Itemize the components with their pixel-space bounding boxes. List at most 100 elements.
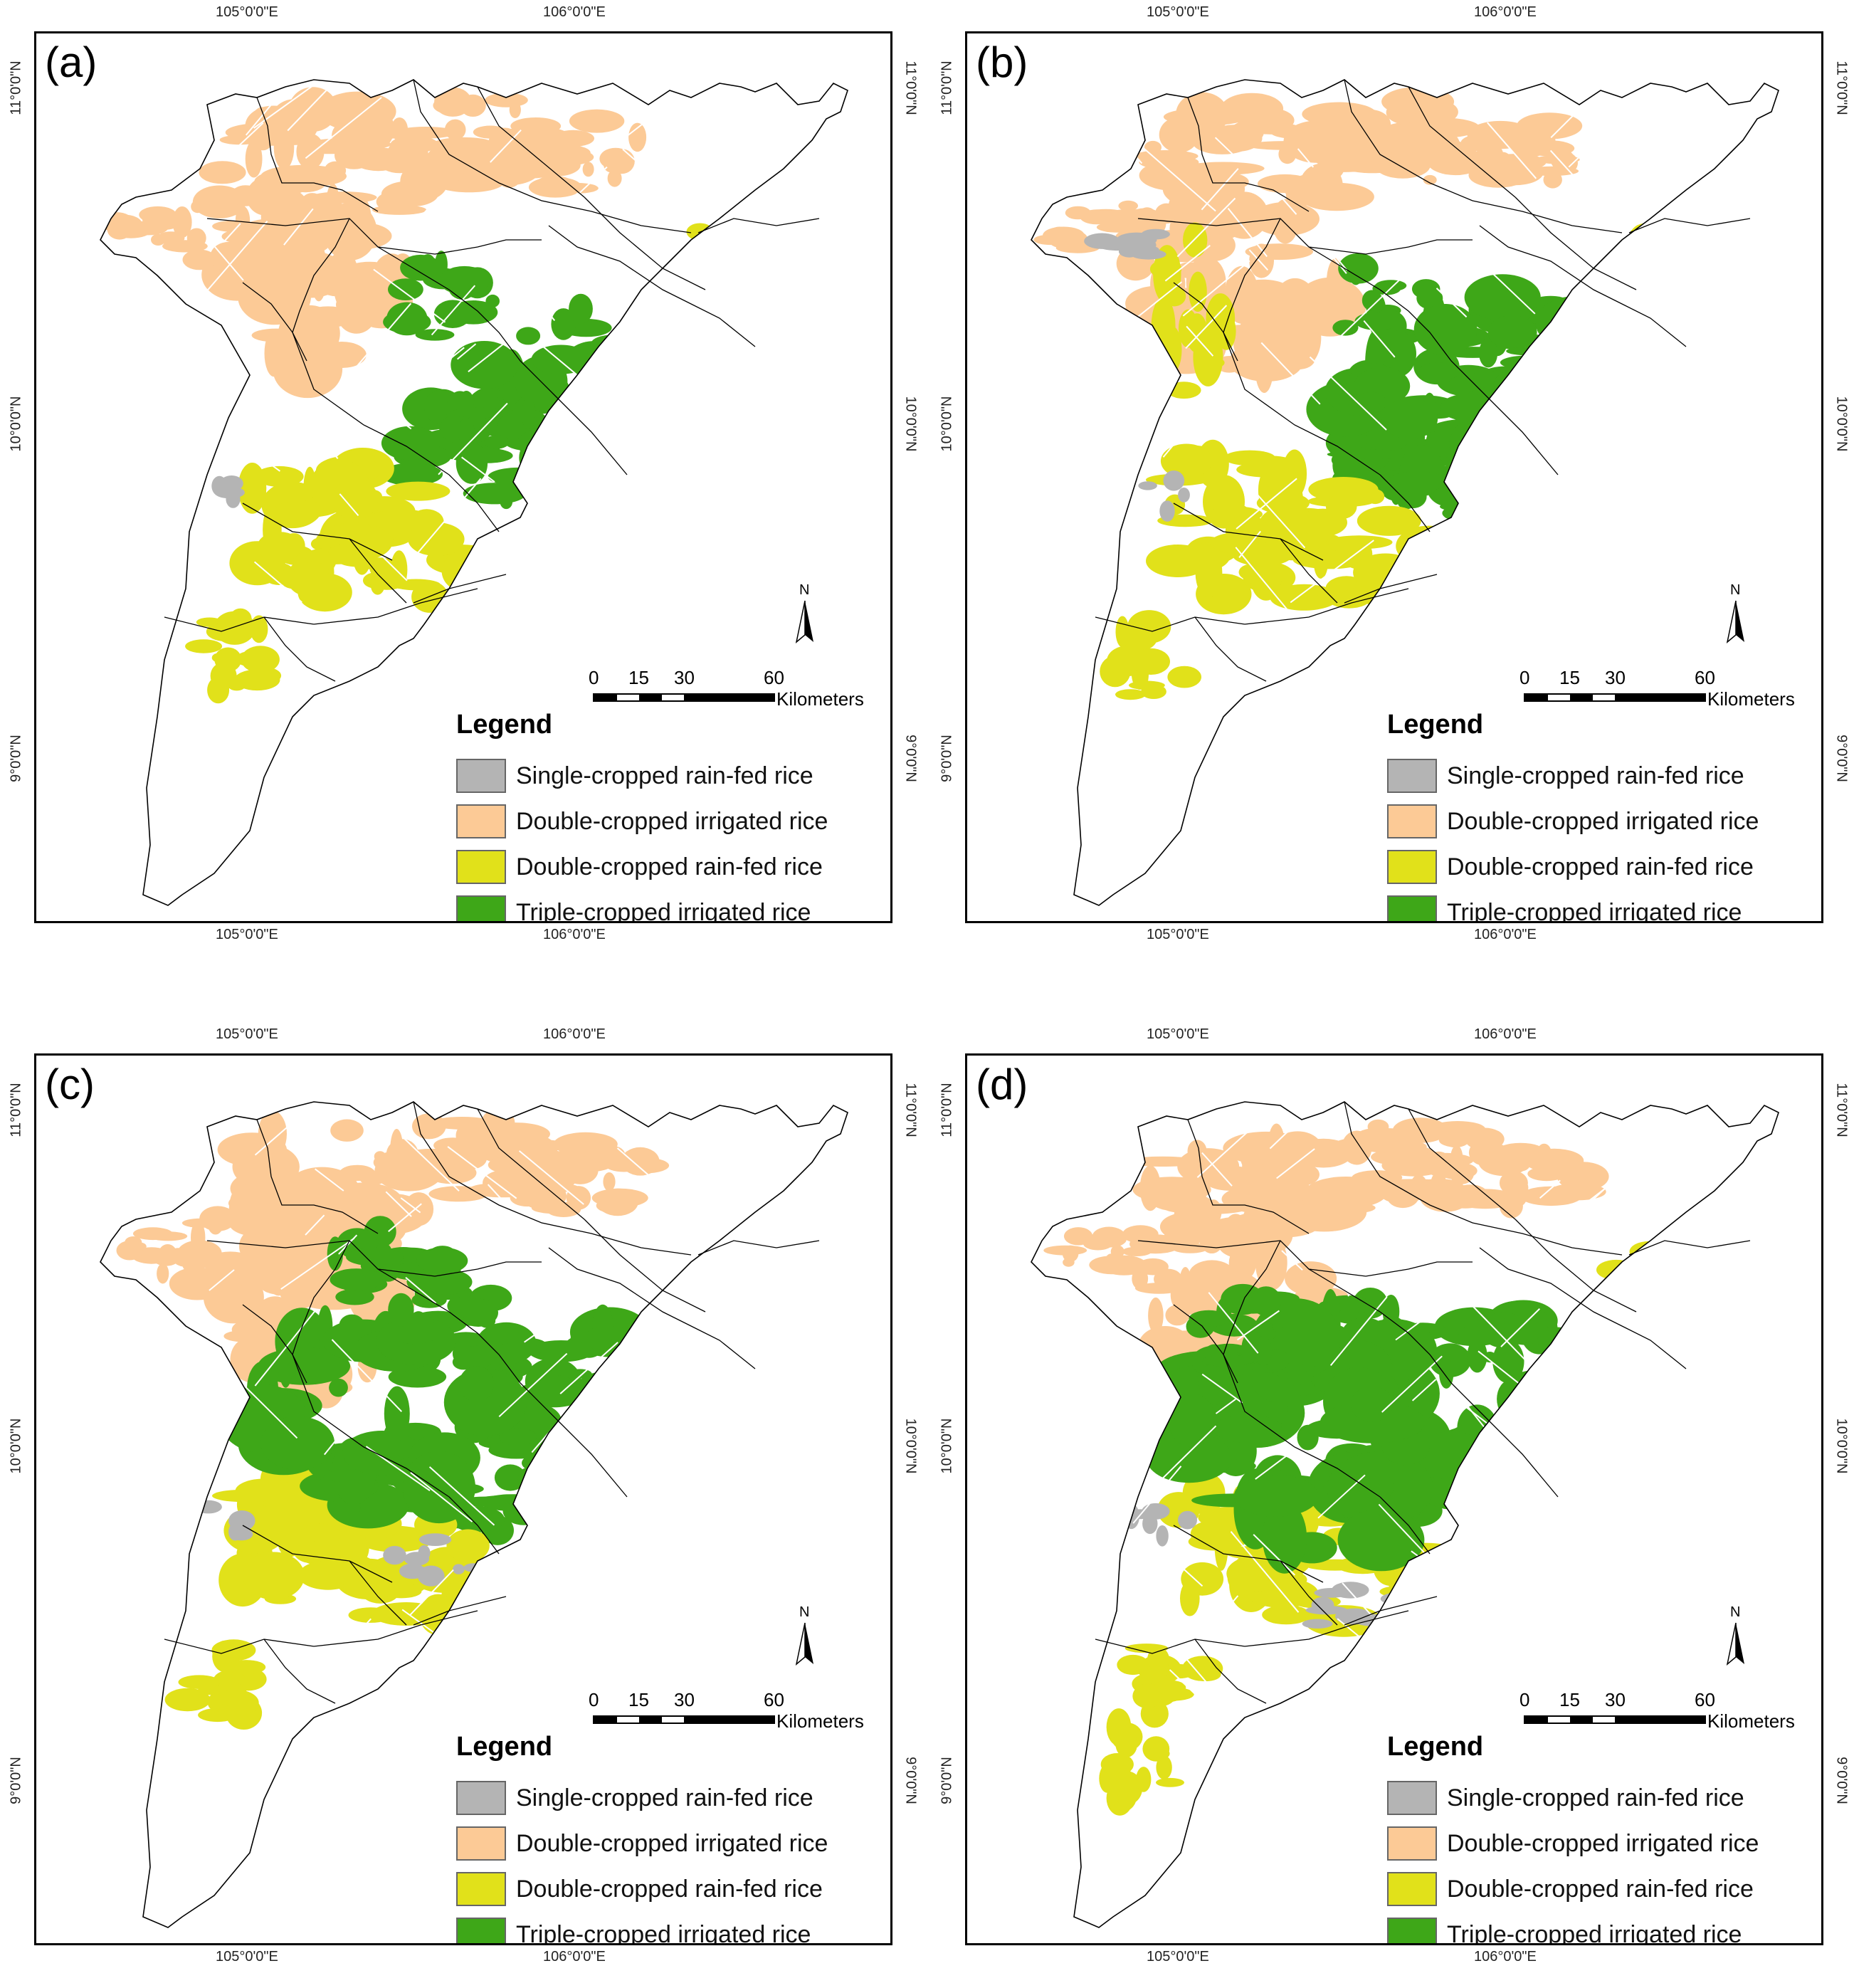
rice-patch-dbl-irr (582, 162, 594, 177)
canal-line (660, 189, 693, 226)
rice-patch-triple (1413, 304, 1478, 355)
canal-line (720, 1443, 761, 1478)
rice-patch-triple (1275, 1326, 1288, 1341)
rice-patch-triple (758, 288, 773, 301)
province-boundary (1137, 1240, 1381, 1313)
legend-item: Single-cropped rain-fed rice (1387, 753, 1814, 799)
canal-line (409, 1569, 454, 1616)
rice-patch-triple (1487, 390, 1527, 448)
rice-patch-single (523, 1636, 537, 1651)
canal-line (1488, 1242, 1510, 1266)
rice-patch-triple (612, 369, 641, 404)
rice-patch-triple (1540, 1374, 1611, 1398)
rice-patch-single (532, 599, 557, 616)
rice-patch-triple (1654, 1283, 1676, 1316)
rice-patch-dbl-rain (1648, 1267, 1674, 1288)
rice-patch-dbl-rain (1456, 581, 1517, 605)
rice-patch-triple (381, 426, 440, 461)
rice-patch-dbl-rain (567, 1607, 581, 1634)
rice-patch-triple (747, 258, 776, 291)
rice-patch-triple (780, 376, 801, 386)
canal-line (1663, 1206, 1713, 1263)
rice-patch-single (549, 1627, 567, 1639)
rice-patch-triple (1657, 1261, 1707, 1293)
panel-label: (c) (45, 1061, 95, 1108)
rice-patch-dbl-irr (441, 1145, 453, 1173)
rice-patch-dbl-rain (1651, 1246, 1691, 1266)
rice-patch-triple (1355, 391, 1386, 414)
canal-line (385, 1191, 412, 1217)
rice-patch-triple (458, 418, 475, 446)
rice-patch-dbl-rain (599, 596, 646, 606)
rice-patch-triple (1250, 1286, 1282, 1316)
canal-line (382, 556, 408, 582)
canal-line (339, 493, 359, 517)
rice-patch-triple (1552, 317, 1586, 348)
canal-line (475, 1642, 544, 1710)
rice-patch-triple (700, 278, 719, 310)
rice-patch-triple (766, 1285, 779, 1309)
scale-tick: 15 (1559, 1689, 1580, 1710)
rice-patch-triple (1548, 348, 1571, 359)
rice-patch-triple (551, 308, 576, 340)
rice-patch-triple (768, 303, 802, 328)
rice-patch-dbl-rain (1167, 666, 1201, 688)
rice-patch-dbl-irr (283, 169, 327, 193)
canal-line (305, 97, 382, 159)
canal-line (1214, 137, 1233, 155)
canal-line (1142, 147, 1216, 212)
rice-patch-dbl-rain (1411, 543, 1453, 577)
canal-line (1487, 122, 1537, 179)
rice-patch-dbl-irr (1176, 92, 1228, 137)
rice-patch-dbl-irr (621, 1147, 660, 1176)
rice-patch-dbl-rain (1495, 1636, 1563, 1650)
canal-line (1230, 1531, 1300, 1613)
panel-label: (b) (976, 38, 1028, 86)
rice-patch-triple (1662, 267, 1697, 292)
canal-line (716, 1299, 746, 1331)
rice-patch-triple (1418, 362, 1460, 381)
canal-line (1477, 521, 1532, 578)
rice-patch-triple (488, 1326, 518, 1345)
scale-unit: Kilometers (1707, 688, 1795, 710)
canal-line (1395, 1309, 1437, 1341)
scale-bar: 0 15 30 60 Kilometers (589, 667, 878, 717)
rice-patch-triple (731, 1287, 778, 1314)
legend-label: Double-cropped rain-fed rice (516, 853, 823, 880)
canal-line (280, 1237, 355, 1290)
rice-patch-dbl-irr (125, 1236, 142, 1248)
canal-line (1545, 1102, 1594, 1137)
rice-patch-dbl-rain (1117, 1654, 1149, 1676)
rice-patch-dbl-rain (1456, 557, 1470, 572)
rice-patch-dbl-rain (234, 669, 280, 691)
province-boundary (1223, 218, 1281, 362)
canal-line (208, 238, 244, 281)
rice-patch-dbl-rain (618, 1560, 654, 1597)
rice-patch-dbl-rain (1100, 1753, 1134, 1776)
delta-outline (100, 1101, 848, 1928)
rice-patch-single (527, 1648, 550, 1661)
rice-patch-triple (1505, 399, 1522, 443)
province-boundary (1379, 474, 1431, 532)
rice-patch-dbl-irr (1065, 206, 1091, 220)
rice-patch-dbl-rain (638, 1583, 684, 1597)
rice-patch-dbl-irr (251, 328, 301, 342)
canal-line (305, 1618, 372, 1692)
rice-patch-dbl-rain (1433, 590, 1490, 621)
rice-patch-triple (784, 1391, 806, 1412)
rice-patch-dbl-rain (1537, 1554, 1599, 1573)
legend-swatch (456, 1918, 506, 1943)
rice-patch-dbl-rain (1325, 535, 1393, 549)
rice-patch-triple (1506, 394, 1591, 431)
rice-patch-triple (1683, 264, 1729, 288)
rice-patch-dbl-rain (1166, 382, 1201, 399)
rice-patch-triple (484, 435, 510, 449)
rice-patch-dbl-irr (378, 122, 405, 139)
province-boundary (242, 1525, 393, 1583)
rice-patch-triple (1616, 1320, 1665, 1335)
rice-patch-dbl-irr (1449, 1162, 1474, 1184)
rice-patch-dbl-irr (1192, 200, 1205, 215)
rice-patch-dbl-rain (1537, 563, 1569, 595)
legend-swatch (456, 804, 506, 838)
canal-line (1669, 421, 1695, 447)
